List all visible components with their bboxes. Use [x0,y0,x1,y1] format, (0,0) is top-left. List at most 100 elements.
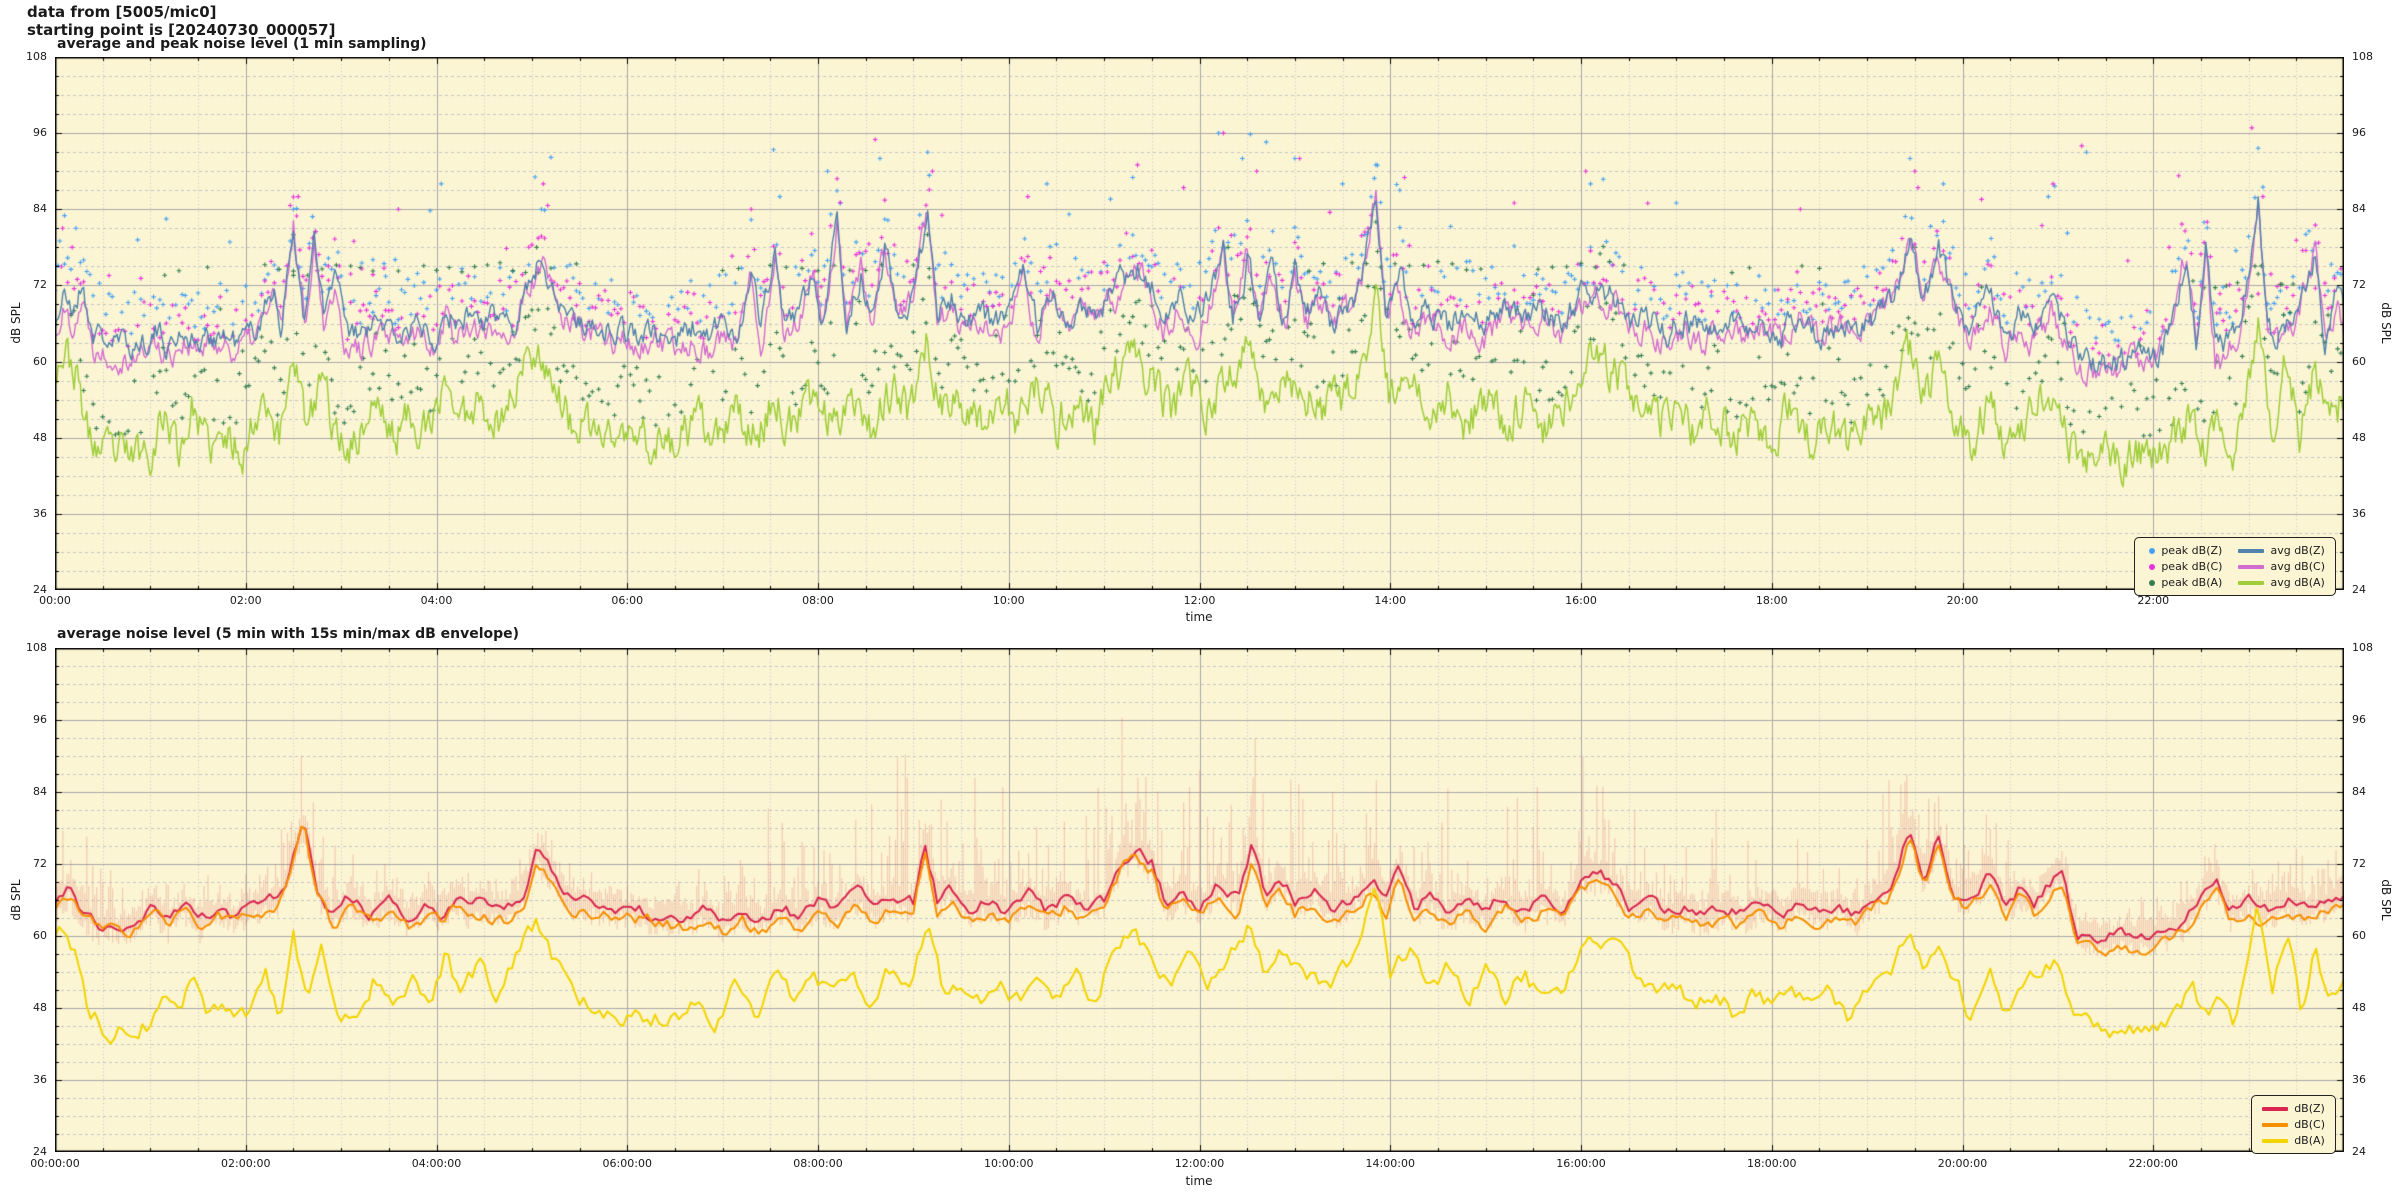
avg-dbz-line-icon [2238,548,2265,553]
x-tick-label: 22:00:00 [2128,1157,2178,1170]
x-tick-label: 16:00:00 [1556,1157,1606,1170]
x-tick-label: 18:00 [1755,594,1788,607]
y-tick-label: 48 [2352,430,2366,444]
y-tick-label: 60 [33,354,47,368]
y-tick-label: 24 [2352,583,2366,596]
x-tick-label: 00:00 [39,594,71,607]
y-tick-label: 108 [26,641,47,654]
avg-dba-line-icon [2238,580,2265,585]
y-tick-label: 72 [33,857,47,870]
legend-entry-dbz: dB(Z) [2262,1101,2325,1116]
bottom-chart-y-axis-label: dB SPL [9,879,23,921]
top-chart-title: average and peak noise level (1 min samp… [57,36,427,52]
legend-avg-column: avg dB(Z) avg dB(C) avg dB(A) [2238,543,2325,590]
legend-column: dB(Z) dB(C) dB(A) [2262,1101,2325,1148]
dba-line-icon [2262,1138,2289,1143]
top-chart-legend: peak dB(Z) peak dB(C) peak dB(A) avg dB(… [2134,537,2336,596]
y-tick-label: 24 [33,583,47,596]
legend-entry-avg-dba: avg dB(A) [2238,575,2325,590]
x-tick-label: 08:00 [802,594,834,607]
x-tick-label: 16:00 [1565,594,1597,607]
x-tick-label: 00:00:00 [30,1157,80,1170]
top-chart-x-axis-label: time [1185,610,1213,624]
y-tick-label: 36 [2352,506,2366,520]
x-tick-label: 06:00:00 [602,1157,652,1170]
x-tick-label: 02:00:00 [221,1157,271,1170]
legend-entry-avg-dbc: avg dB(C) [2238,559,2325,574]
y-tick-label: 36 [33,506,47,520]
y-tick-label: 96 [33,126,47,140]
y-tick-label: 48 [33,430,47,444]
x-tick-label: 04:00 [420,594,453,607]
x-tick-label: 14:00 [1374,594,1407,607]
x-tick-label: 08:00:00 [793,1157,843,1170]
bottom-chart-x-axis-label: time [1185,1174,1213,1188]
top-chart-y2-axis-label: dB SPL [2379,302,2393,344]
legend-label: dB(Z) [2294,1102,2325,1115]
legend-label: peak dB(A) [2161,576,2223,589]
dbc-line-icon [2262,1122,2289,1127]
y-tick-label: 84 [2352,202,2366,216]
y-tick-label: 108 [26,50,47,63]
y-tick-label: 84 [2352,785,2366,798]
legend-entry-peak-dbz: peak dB(Z) [2145,543,2222,558]
x-tick-label: 14:00:00 [1365,1157,1415,1170]
peak-dba-marker-icon [2149,579,2156,586]
x-tick-label: 18:00:00 [1747,1157,1797,1170]
x-tick-label: 12:00 [1183,594,1216,607]
x-tick-label: 20:00:00 [1937,1157,1988,1170]
legend-entry-peak-dba: peak dB(A) [2145,575,2222,590]
legend-label: dB(A) [2294,1134,2325,1147]
x-tick-label: 10:00:00 [984,1157,1034,1170]
y-tick-label: 96 [2352,713,2366,726]
y-tick-label: 48 [33,1001,47,1014]
x-tick-label: 12:00:00 [1174,1157,1225,1170]
legend-label: avg dB(A) [2270,576,2325,589]
y-tick-label: 96 [33,713,47,726]
bottom-chart-legend: dB(Z) dB(C) dB(A) [2251,1095,2336,1154]
x-tick-label: 04:00:00 [411,1157,462,1170]
legend-label: peak dB(Z) [2161,544,2223,557]
y-tick-label: 108 [2352,50,2373,63]
legend-peak-column: peak dB(Z) peak dB(C) peak dB(A) [2145,543,2222,590]
x-tick-label: 20:00 [1946,594,1979,607]
legend-label: dB(C) [2294,1118,2325,1131]
peak-dbc-marker-icon [2149,563,2156,570]
y-tick-label: 84 [33,202,47,216]
x-tick-label: 02:00 [229,594,262,607]
peak-dbz-marker-icon [2149,547,2156,554]
y-tick-label: 84 [33,785,47,798]
legend-entry-avg-dbz: avg dB(Z) [2238,543,2325,558]
legend-entry-peak-dbc: peak dB(C) [2145,559,2222,574]
bottom-chart-y2-axis-label: dB SPL [2379,879,2393,921]
bottom-chart-title: average noise level (5 min with 15s min/… [57,626,520,642]
y-tick-label: 72 [2352,857,2366,870]
legend-entry-dba: dB(A) [2262,1133,2325,1148]
y-tick-label: 60 [2352,929,2366,942]
top-chart-canvas [55,57,2344,590]
y-tick-label: 24 [33,1145,47,1158]
legend-entry-dbc: dB(C) [2262,1117,2325,1132]
x-tick-label: 22:00 [2137,594,2170,607]
y-tick-label: 36 [2352,1073,2366,1086]
y-tick-label: 24 [2352,1145,2366,1158]
legend-label: peak dB(C) [2161,560,2223,573]
legend-label: avg dB(C) [2270,560,2325,573]
x-tick-label: 06:00 [611,594,644,607]
header-starting-point: starting point is [20240730_000057] [27,21,336,39]
y-tick-label: 72 [2352,278,2366,292]
y-tick-label: 96 [2352,126,2366,140]
legend-label: avg dB(Z) [2270,544,2325,557]
bottom-chart-canvas [55,648,2344,1152]
y-tick-label: 60 [33,929,47,942]
y-tick-label: 36 [33,1073,47,1086]
avg-dbc-line-icon [2238,564,2265,569]
header-data-source: data from [5005/mic0] [27,3,217,21]
top-chart-y-axis-label: dB SPL [9,302,23,344]
x-tick-label: 10:00 [992,594,1025,607]
y-tick-label: 108 [2352,641,2373,654]
y-tick-label: 72 [33,278,47,292]
dbz-line-icon [2262,1106,2289,1111]
y-tick-label: 48 [2352,1001,2366,1014]
